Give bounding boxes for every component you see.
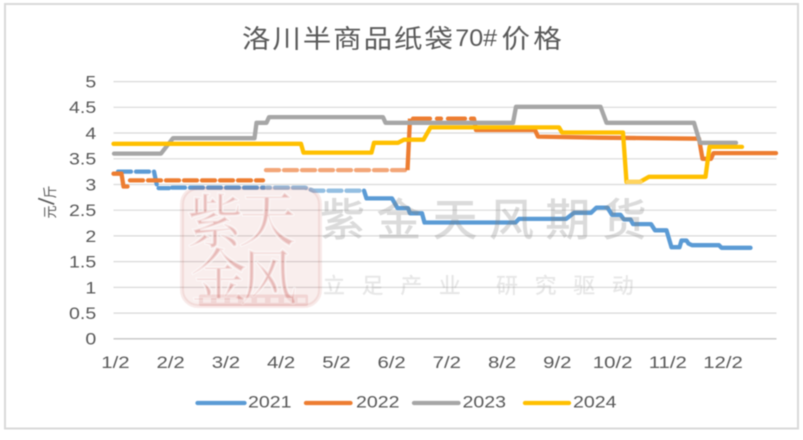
- svg-text:1/2: 1/2: [101, 353, 129, 372]
- svg-text:3: 3: [85, 176, 96, 194]
- svg-text:11/2: 11/2: [649, 353, 687, 372]
- svg-text:0.5: 0.5: [69, 305, 96, 323]
- svg-text:12/2: 12/2: [703, 353, 743, 372]
- svg-text:3.5: 3.5: [69, 150, 96, 168]
- svg-text:10/2: 10/2: [593, 353, 633, 372]
- svg-text:2.5: 2.5: [69, 202, 96, 220]
- svg-text:2024: 2024: [573, 393, 617, 411]
- svg-text:4: 4: [85, 124, 96, 142]
- svg-text:9/2: 9/2: [543, 353, 571, 372]
- svg-text:4.5: 4.5: [69, 99, 96, 117]
- svg-text:2023: 2023: [463, 393, 507, 411]
- svg-text:2021: 2021: [248, 393, 292, 411]
- svg-text:3/2: 3/2: [212, 353, 240, 372]
- svg-text:1.5: 1.5: [69, 253, 96, 271]
- svg-text:2: 2: [85, 227, 96, 245]
- svg-text:70#: 70#: [455, 26, 497, 53]
- svg-text:4/2: 4/2: [267, 353, 295, 372]
- svg-text:1: 1: [85, 279, 96, 297]
- svg-text:2/2: 2/2: [156, 353, 184, 372]
- svg-text:6/2: 6/2: [377, 353, 405, 372]
- svg-text:5: 5: [85, 73, 96, 91]
- svg-text:8/2: 8/2: [488, 353, 516, 372]
- svg-text:5/2: 5/2: [322, 353, 350, 372]
- svg-text:2022: 2022: [356, 393, 400, 411]
- svg-text:0: 0: [85, 330, 96, 348]
- svg-text:7/2: 7/2: [433, 353, 461, 372]
